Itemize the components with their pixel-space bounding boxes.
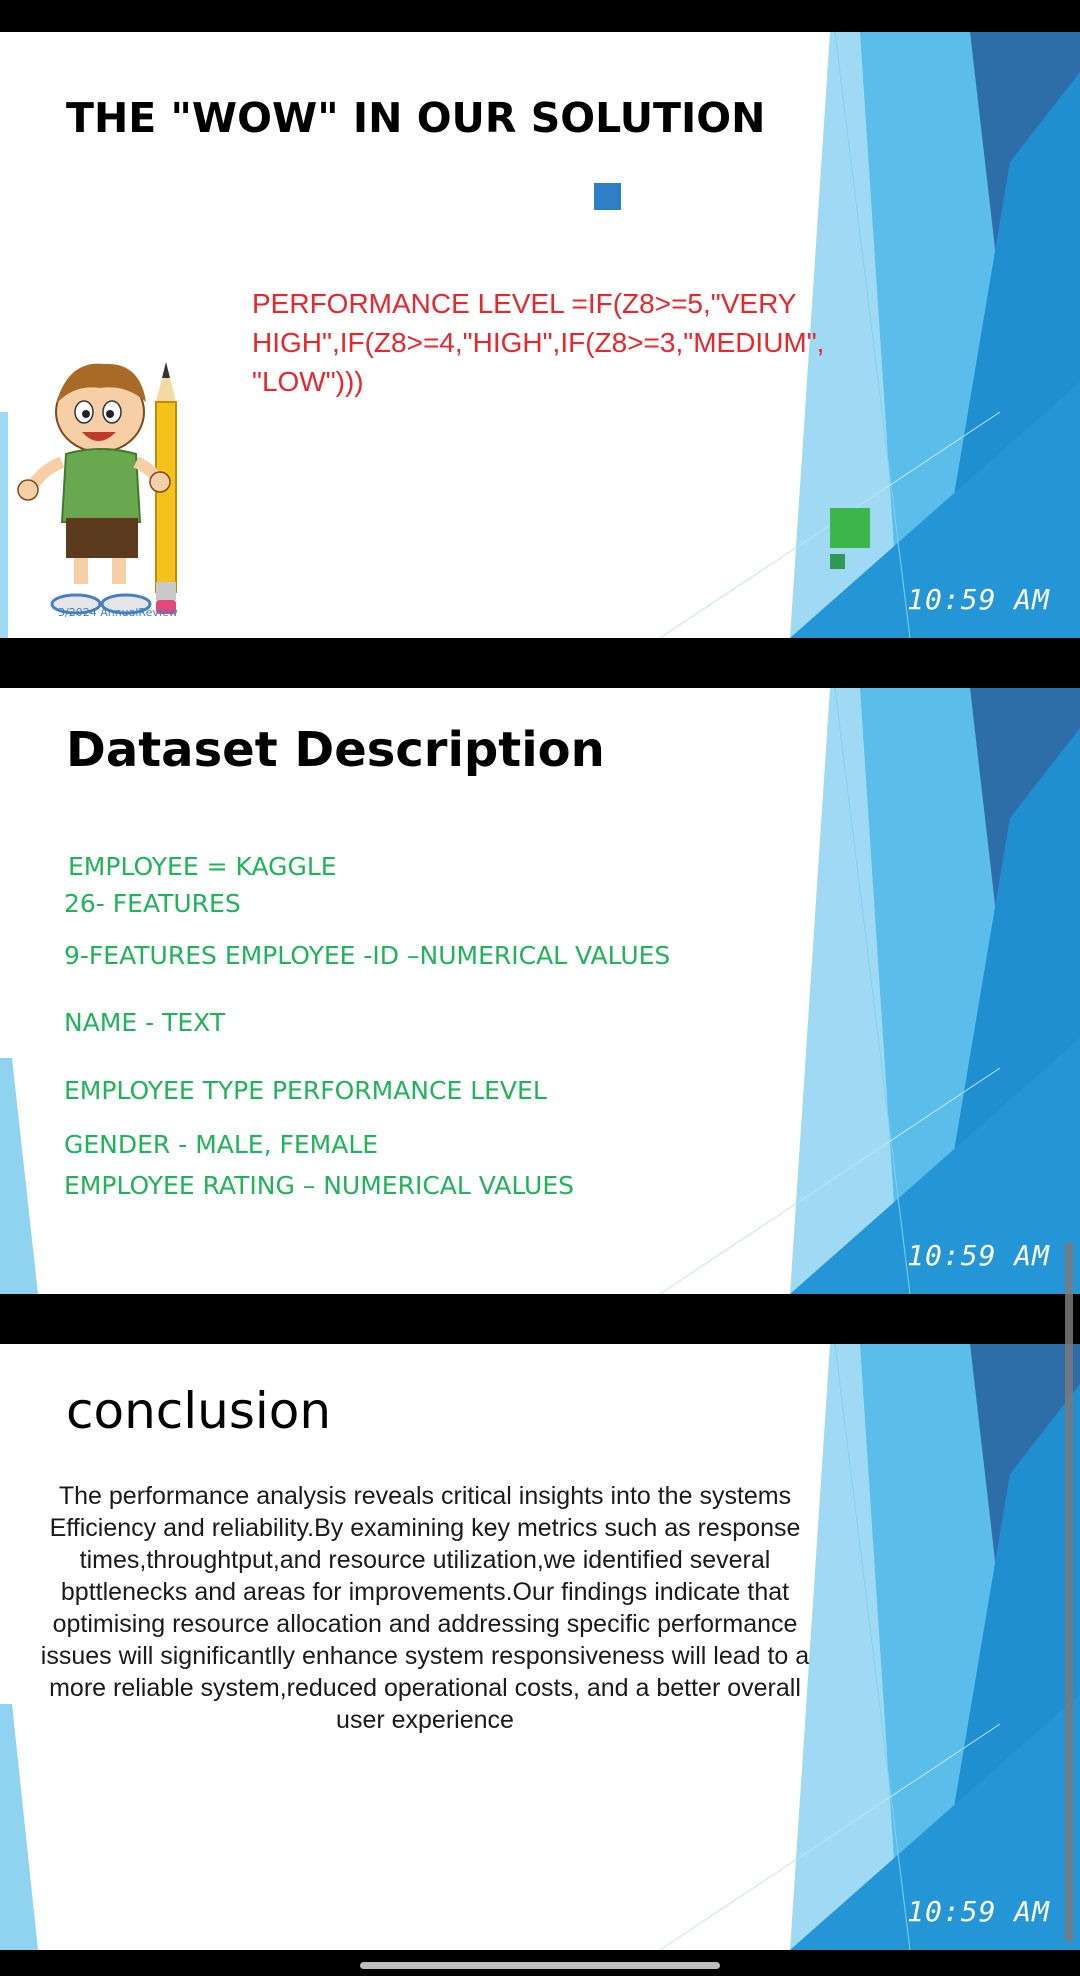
slide-title: conclusion xyxy=(66,1382,332,1440)
dataset-line-employee-id: 9-FEATURES EMPLOYEE -ID –NUMERICAL VALUE… xyxy=(64,941,671,970)
slide-time: 10:59 AM xyxy=(907,1895,1050,1928)
slide-title: THE "WOW" IN OUR SOLUTION xyxy=(66,94,766,142)
slide-wow-solution[interactable]: THE "WOW" IN OUR SOLUTION PERFORMANCE LE… xyxy=(0,32,1080,638)
slide-background-decoration xyxy=(0,688,1080,1294)
slide-time: 10:59 AM xyxy=(907,583,1050,616)
performance-formula: PERFORMANCE LEVEL =IF(Z8>=5,"VERY HIGH",… xyxy=(252,288,825,397)
scrollbar[interactable] xyxy=(1065,1242,1073,1942)
blue-square-decoration xyxy=(594,183,621,210)
slide-conclusion[interactable]: conclusion The performance analysis reve… xyxy=(0,1344,1080,1950)
green-square-small-decoration xyxy=(830,554,845,569)
boy-with-pencil-illustration xyxy=(17,362,177,615)
dataset-line-gender: GENDER - MALE, FEMALE xyxy=(64,1130,379,1159)
home-indicator[interactable] xyxy=(360,1962,720,1969)
slide-background-decoration xyxy=(0,1344,1080,1950)
dataset-line-rating: EMPLOYEE RATING – NUMERICAL VALUES xyxy=(64,1171,575,1200)
slide-dataset-description[interactable]: Dataset Description EMPLOYEE = KAGGLE 26… xyxy=(0,688,1080,1294)
slide-title: Dataset Description xyxy=(66,722,605,778)
dataset-line-source: EMPLOYEE = KAGGLE xyxy=(68,852,337,881)
slide-background-decoration xyxy=(0,32,1080,638)
conclusion-body: The performance analysis reveals critica… xyxy=(40,1482,810,1734)
green-square-large-decoration xyxy=(830,508,870,548)
slide-footnote: 3/2024 AnnualReview xyxy=(58,606,178,619)
dataset-line-type: EMPLOYEE TYPE PERFORMANCE LEVEL xyxy=(64,1076,547,1105)
dataset-line-name: NAME - TEXT xyxy=(64,1008,226,1037)
dataset-line-features: 26- FEATURES xyxy=(64,889,241,918)
slide-time: 10:59 AM xyxy=(907,1239,1050,1272)
